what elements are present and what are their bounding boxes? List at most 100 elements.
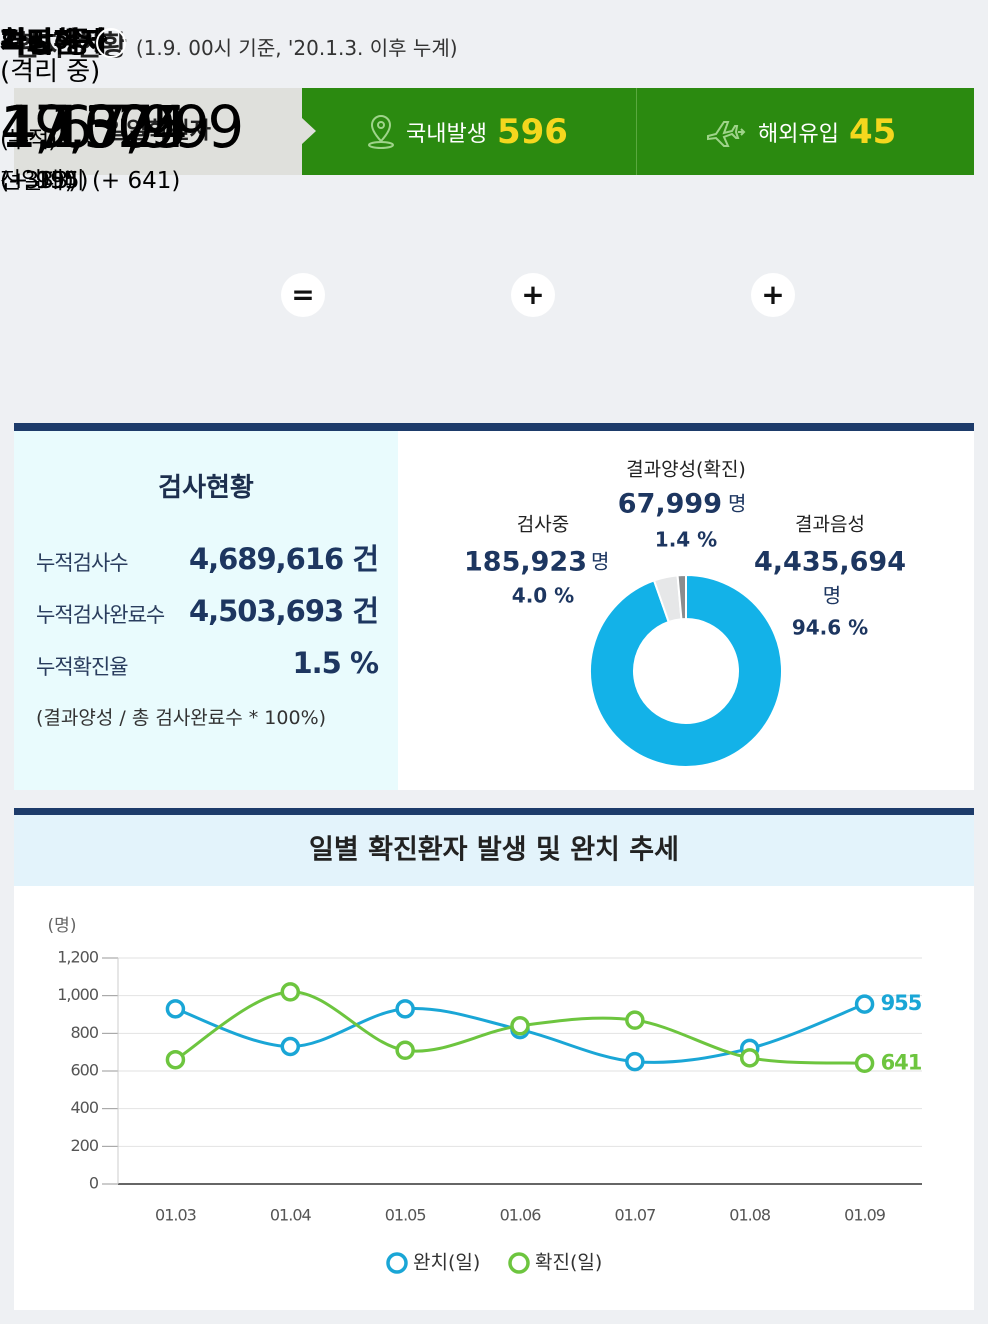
x-tick-label: 01.06 <box>500 1206 542 1225</box>
end-label: 955 <box>881 991 922 1015</box>
test-label: 누적검사완료수 <box>36 603 165 627</box>
card-value-row: 17,575 <box>0 92 988 177</box>
card-change: (+ 955) <box>0 168 89 194</box>
card-value-row: 1,100 <box>0 92 988 177</box>
operator: = <box>281 273 325 317</box>
domestic-value: 596 <box>496 112 568 152</box>
end-label: 641 <box>881 1050 922 1074</box>
line-marker <box>625 1051 645 1072</box>
pie-slice <box>676 573 687 621</box>
card-value: 17,575 <box>0 93 188 161</box>
y-tick-label: 1,200 <box>57 948 99 967</box>
x-tick-label: 01.04 <box>270 1206 312 1225</box>
operator: + <box>751 273 795 317</box>
card-change: (+ 19) <box>0 168 74 194</box>
tests-note: (결과양성 / 총 검사완료수 * 100%) <box>36 707 327 729</box>
card-title-row: 사망 <box>0 24 988 60</box>
y-tick-label: 0 <box>89 1174 99 1193</box>
pin-icon <box>368 114 394 149</box>
card-prefix: (누적) <box>0 127 57 153</box>
line-marker <box>625 1010 645 1030</box>
line-marker <box>854 994 875 1014</box>
line-marker <box>395 999 415 1019</box>
line-marker <box>510 1016 530 1036</box>
legend-marker <box>386 1252 408 1274</box>
card-value: 49,324 <box>0 93 188 161</box>
pie-label: 결과음성 <box>795 514 865 536</box>
test-value: 4,689,616 건 <box>188 542 379 576</box>
card-title: 사망 <box>0 25 54 59</box>
chart-header <box>14 815 974 886</box>
card-change: (- 333) <box>0 168 78 194</box>
legend-label: 완치(일) <box>413 1252 480 1274</box>
x-tick-label: 01.09 <box>844 1206 886 1225</box>
x-tick-label: 01.07 <box>614 1206 655 1225</box>
domestic-label: 국내발생 <box>406 122 487 147</box>
x-tick-label: 01.05 <box>385 1206 426 1225</box>
daily-bar: 일일확진자 국내발생 596 해외유입 45 <box>14 88 974 175</box>
card-value: 67,999 <box>56 93 244 161</box>
test-value: 4,503,693 건 <box>188 594 379 628</box>
y-tick-label: 200 <box>70 1136 98 1155</box>
legend-label: 확진(일) <box>535 1252 602 1274</box>
chart-panel <box>14 886 974 1310</box>
pie-percent: 1.4 % <box>655 528 717 552</box>
card-title-row: 치료 중? <box>0 24 988 60</box>
y-axis-label: (명) <box>48 916 77 936</box>
pie-count-unit: 명 <box>728 492 746 516</box>
test-label: 누적확진율 <box>36 655 129 679</box>
card-title-row: 격리해제 <box>0 24 988 60</box>
section-border <box>14 808 974 815</box>
overseas-value: 45 <box>848 112 897 152</box>
card-title: 격리해제 <box>0 25 107 59</box>
pie-count: 185,923 <box>464 547 587 578</box>
card-value-row: 49,324 <box>0 92 988 177</box>
line-marker <box>395 1040 415 1061</box>
y-tick-label: 800 <box>70 1023 98 1042</box>
line-marker <box>854 1053 875 1074</box>
pie-label: 검사중 <box>517 514 569 536</box>
pie-percent: 4.0 % <box>512 584 574 608</box>
line-marker <box>165 1049 186 1070</box>
domestic: 국내발생 596 <box>366 112 568 152</box>
pie-label: 결과양성(확진) <box>626 459 746 481</box>
card-title: 확진환자 <box>0 25 107 59</box>
line-marker <box>165 999 186 1019</box>
overseas: 해외유입 45 <box>704 112 896 152</box>
divider <box>636 88 637 175</box>
legend-marker <box>508 1252 530 1274</box>
y-tick-label: 1,000 <box>57 985 99 1004</box>
pie-count: 4,435,694 <box>754 547 906 578</box>
chart-title: 일별 확진환자 발생 및 완치 추세 <box>309 835 679 866</box>
daily-label: 일일확진자 <box>14 88 302 175</box>
pie-count-unit: 명 <box>823 584 841 608</box>
plane-icon <box>707 121 746 147</box>
x-tick-label: 01.03 <box>155 1206 196 1225</box>
card-title: 치료 중 <box>0 25 91 59</box>
test-value: 1.5 % <box>292 646 379 680</box>
test-label: 누적검사수 <box>36 551 129 575</box>
section-border <box>14 423 974 431</box>
line-marker <box>280 1036 301 1057</box>
y-tick-label: 600 <box>70 1061 98 1080</box>
pie-slice <box>589 573 783 768</box>
y-tick-label: 400 <box>70 1098 98 1117</box>
line-marker <box>280 982 301 1002</box>
x-tick-label: 01.08 <box>729 1206 771 1225</box>
tests-title: 검사현황 <box>158 473 254 503</box>
operator: + <box>511 273 555 317</box>
line-marker <box>739 1048 760 1068</box>
pie-count: 67,999 <box>618 489 722 520</box>
pie-percent: 94.6 % <box>792 616 868 640</box>
card-title-row: 확진환자 <box>0 24 988 60</box>
card-value: 1,100 <box>0 93 154 161</box>
card-note: (격리 중) <box>0 57 101 87</box>
help-icon: ? <box>96 28 127 58</box>
pie-count-unit: 명 <box>591 550 609 574</box>
overseas-label: 해외유입 <box>758 122 839 147</box>
arrow <box>302 88 316 175</box>
card-change: 전일대비 (+ 641) <box>0 168 181 194</box>
